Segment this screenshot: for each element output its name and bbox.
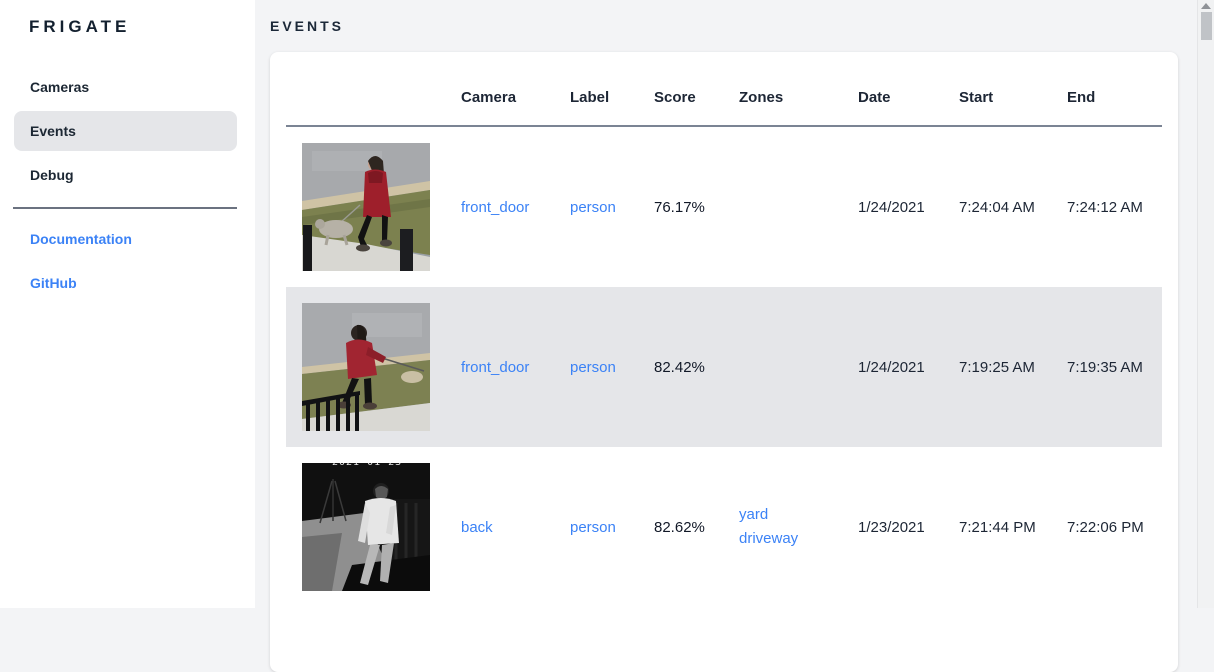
cell-date: 1/24/2021	[858, 358, 925, 376]
zone-link[interactable]: yard	[739, 506, 769, 523]
vertical-scrollbar[interactable]	[1197, 0, 1214, 608]
cell-date: 1/24/2021	[858, 198, 925, 216]
sidebar: FRIGATE Cameras Events Debug Documentati…	[0, 0, 255, 608]
cell-end: 7:24:12 AM	[1067, 198, 1143, 216]
sidebar-item-events[interactable]: Events	[14, 111, 237, 151]
column-header-camera: Camera	[461, 89, 517, 106]
cell-end: 7:19:35 AM	[1067, 358, 1143, 376]
label-link[interactable]: person	[570, 358, 616, 376]
thumbnail-graphic-night-infrared-person	[302, 463, 430, 591]
column-header-label: Label	[570, 89, 610, 106]
thumbnail-graphic-red-coat-dog	[302, 143, 430, 271]
column-header-start: Start	[959, 89, 994, 106]
cell-label: person	[570, 519, 654, 536]
cell-camera: front_door	[461, 199, 570, 216]
sidebar-link-label: GitHub	[30, 275, 77, 291]
camera-link[interactable]: back	[461, 518, 493, 536]
cell-start: 7:21:44 PM	[959, 518, 1036, 536]
thumbnail-timestamp-overlay: 2021-01-23	[332, 463, 402, 468]
label-link[interactable]: person	[570, 518, 616, 536]
main-content: EVENTS Camera Label Score Zones Date Sta…	[255, 0, 1197, 672]
column-header-end: End	[1067, 89, 1096, 106]
cell-start: 7:19:25 AM	[959, 358, 1035, 376]
cell-camera: front_door	[461, 359, 570, 376]
column-header-zones: Zones	[739, 89, 784, 106]
camera-link[interactable]: front_door	[461, 198, 530, 216]
sidebar-link-github[interactable]: GitHub	[14, 263, 237, 303]
event-row[interactable]: front_door person 82.42% 1/24/2021 7:19:…	[286, 287, 1162, 447]
camera-link[interactable]: front_door	[461, 358, 530, 376]
thumbnail-graphic-red-hoodie-dog	[302, 303, 430, 431]
cell-zones: yard driveway	[739, 503, 858, 551]
cell-label: person	[570, 359, 654, 376]
app-logo[interactable]: FRIGATE	[29, 17, 131, 36]
sidebar-item-cameras[interactable]: Cameras	[14, 67, 237, 107]
page-title: EVENTS	[270, 18, 345, 34]
zone-link[interactable]: driveway	[739, 530, 799, 547]
column-header-date: Date	[858, 89, 891, 106]
events-card: Camera Label Score Zones Date Start End	[270, 52, 1178, 672]
event-thumbnail[interactable]	[302, 143, 430, 271]
sidebar-divider	[13, 207, 237, 209]
events-table-header: Camera Label Score Zones Date Start End	[286, 52, 1162, 127]
cell-score: 76.17%	[654, 198, 705, 216]
column-header-score: Score	[654, 89, 696, 106]
sidebar-link-documentation[interactable]: Documentation	[14, 219, 237, 259]
cell-label: person	[570, 199, 654, 216]
event-thumbnail[interactable]	[302, 303, 430, 431]
cell-camera: back	[461, 519, 570, 536]
event-row[interactable]: 2021-01-23 back person 82.62% yard drive…	[286, 447, 1162, 607]
event-thumbnail[interactable]: 2021-01-23	[302, 463, 430, 591]
scroll-up-arrow-icon[interactable]	[1201, 3, 1211, 9]
cell-score: 82.62%	[654, 518, 705, 536]
scrollbar-thumb[interactable]	[1201, 12, 1212, 40]
sidebar-nav: Cameras Events Debug Documentation GitHu…	[0, 67, 255, 303]
sidebar-item-debug[interactable]: Debug	[14, 155, 237, 195]
label-link[interactable]: person	[570, 198, 616, 216]
cell-score: 82.42%	[654, 358, 705, 376]
cell-end: 7:22:06 PM	[1067, 518, 1144, 536]
sidebar-item-label: Debug	[30, 167, 74, 183]
sidebar-link-label: Documentation	[30, 231, 132, 247]
sidebar-item-label: Cameras	[30, 79, 90, 95]
cell-start: 7:24:04 AM	[959, 198, 1035, 216]
cell-date: 1/23/2021	[858, 518, 925, 536]
sidebar-item-label: Events	[30, 123, 76, 139]
event-row[interactable]: front_door person 76.17% 1/24/2021 7:24:…	[286, 127, 1162, 287]
